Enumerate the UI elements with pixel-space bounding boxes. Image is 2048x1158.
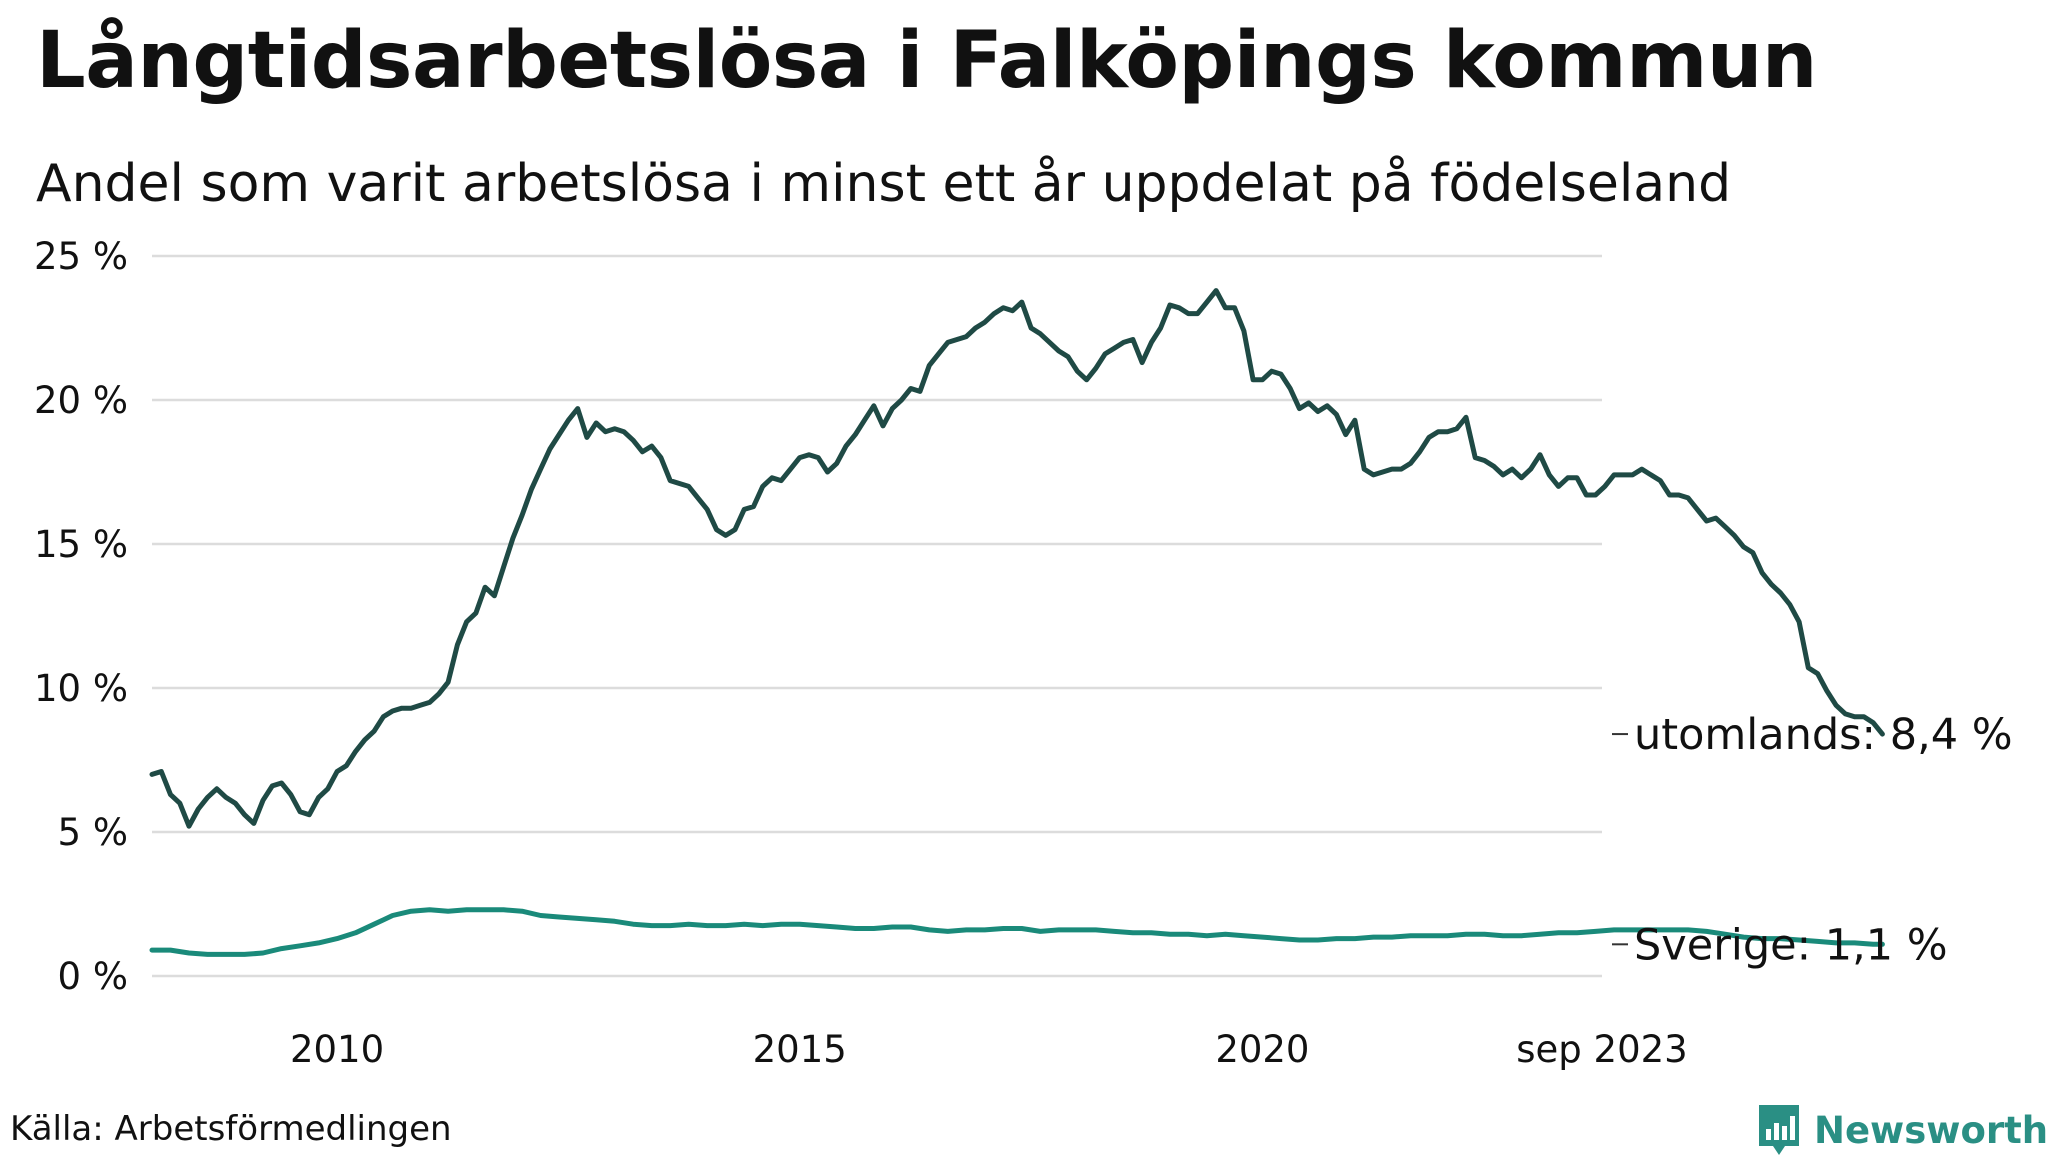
y-tick-label: 10 % (34, 667, 128, 710)
brand-name: Newsworthy (1814, 1108, 2048, 1152)
x-tick-label: 2010 (290, 1028, 384, 1071)
newsworthy-logo-icon (1759, 1105, 1799, 1155)
series-line-utomlands (149, 288, 1885, 829)
chart-title: Långtidsarbetslösa i Falköpings kommun (36, 16, 1817, 106)
chart-subtitle: Andel som varit arbetslösa i minst ett å… (36, 154, 1732, 214)
end-label-sverige: Sverige: 1,1 % (1634, 920, 1948, 970)
source-note: Källa: Arbetsförmedlingen (10, 1109, 452, 1149)
series-lines (149, 288, 1885, 957)
brand-logo[interactable]: Newsworthy (1756, 1102, 2048, 1158)
x-axis-tick-labels: 2010 2015 2020 sep 2023 (290, 1028, 1688, 1071)
y-tick-label: 15 % (34, 523, 128, 566)
gridlines (152, 254, 1602, 978)
x-tick-label: 2020 (1215, 1028, 1309, 1071)
line-chart: 0 % 5 % 10 % 15 % 20 % 25 % 2010 2015 2020 sep 2… (34, 235, 2013, 1071)
y-tick-label: 5 % (58, 811, 128, 854)
series-line-sverige (149, 907, 1885, 957)
series-end-labels: utomlands: 8,4 % Sverige: 1,1 % (1612, 710, 2013, 970)
end-label-utomlands: utomlands: 8,4 % (1634, 710, 2013, 760)
x-tick-label: sep 2023 (1516, 1028, 1687, 1071)
y-tick-label: 25 % (34, 235, 128, 278)
y-tick-label: 20 % (34, 379, 128, 422)
y-axis-tick-labels: 0 % 5 % 10 % 15 % 20 % 25 % (34, 235, 128, 998)
x-tick-label: 2015 (753, 1028, 847, 1071)
y-tick-label: 0 % (58, 955, 128, 998)
